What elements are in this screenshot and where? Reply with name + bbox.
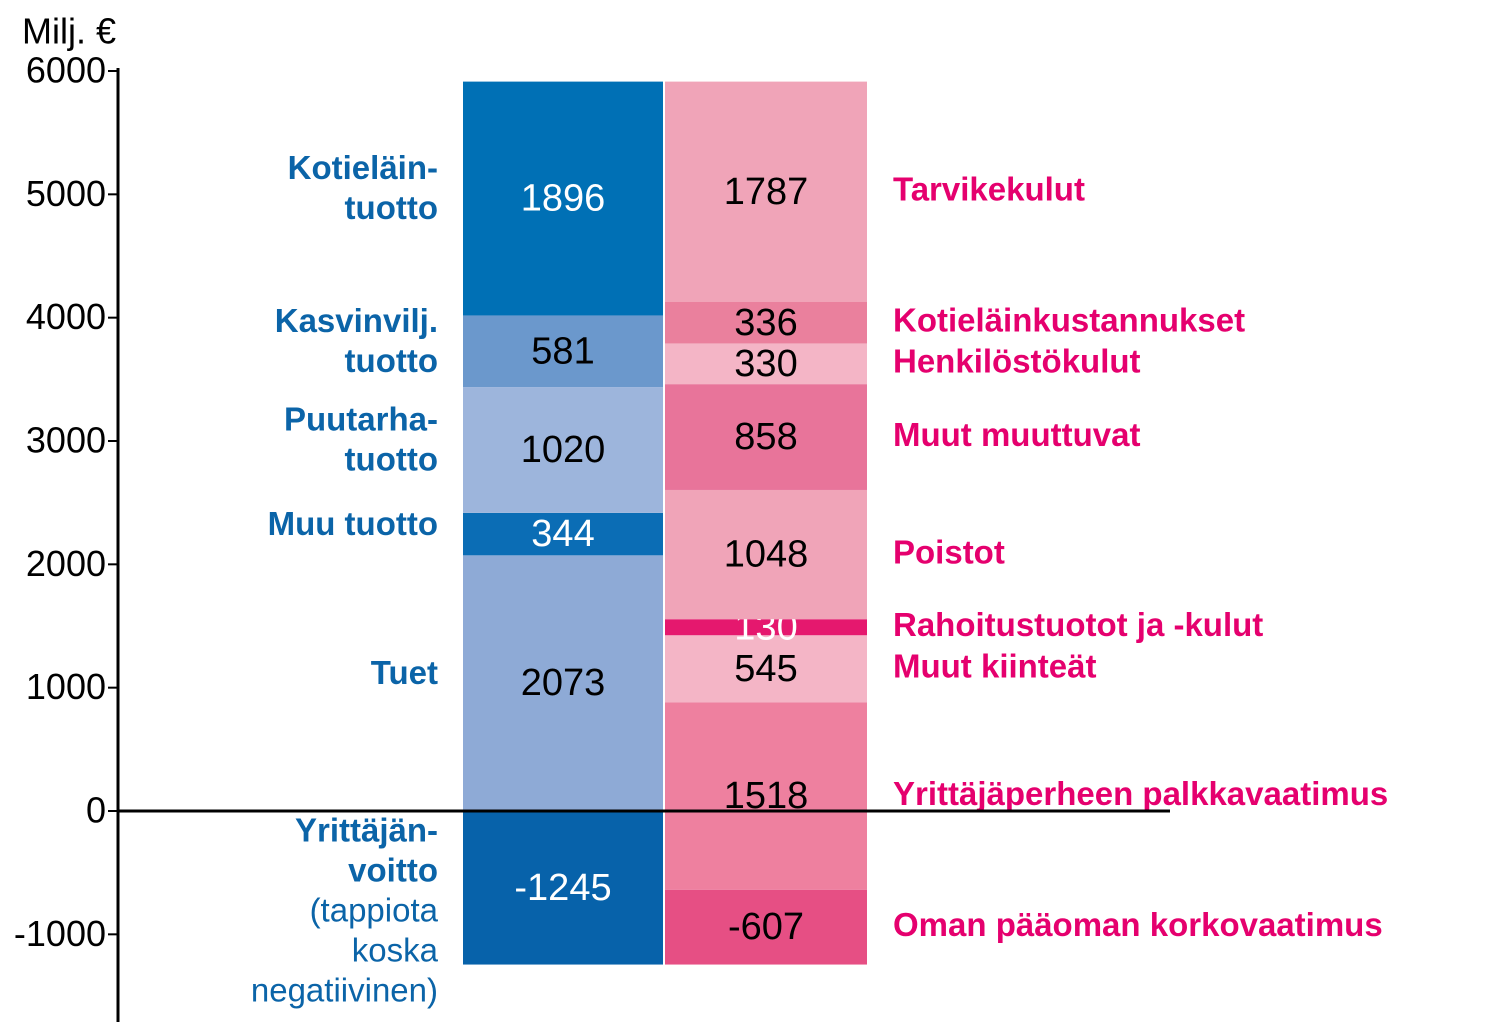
segment	[665, 635, 867, 703]
segment	[463, 387, 663, 513]
y-tick-label: 5000	[26, 173, 106, 214]
category-label: Kotieläinkustannukset	[893, 301, 1245, 338]
value-label: 545	[734, 648, 797, 690]
category-label: Poistot	[893, 533, 1005, 570]
segment	[665, 702, 867, 890]
value-label: 336	[734, 302, 797, 344]
category-note: (tappiota	[310, 892, 439, 929]
value-label: 581	[531, 330, 594, 372]
segment	[463, 81, 663, 316]
category-label: Muut kiinteät	[893, 648, 1097, 685]
value-label: 1048	[724, 534, 809, 576]
segment	[665, 384, 867, 490]
value-label: 330	[734, 343, 797, 385]
segment	[665, 489, 867, 620]
segment	[665, 302, 867, 344]
y-tick-label: 4000	[26, 296, 106, 337]
category-label: Kasvinvilj.	[275, 302, 438, 339]
category-label: Henkilöstökulut	[893, 343, 1141, 380]
value-label: 858	[734, 416, 797, 458]
category-label: Tarvikekulut	[893, 171, 1085, 208]
value-label: 2073	[521, 662, 606, 704]
category-label: Yrittäjän-	[295, 812, 438, 849]
segment	[463, 512, 663, 556]
category-label: Muu tuotto	[268, 505, 438, 542]
category-label: tuotto	[345, 441, 438, 478]
segment	[463, 811, 663, 965]
category-label: Tuet	[371, 654, 438, 691]
category-label: voitto	[348, 852, 438, 889]
value-label: 1020	[521, 429, 606, 471]
category-label: Muut muuttuvat	[893, 416, 1140, 453]
y-tick-label: 3000	[26, 420, 106, 461]
y-tick-label: 6000	[26, 50, 106, 91]
category-note: koska	[352, 932, 439, 969]
category-note: negatiivinen)	[251, 972, 438, 1009]
value-label: -607	[728, 906, 804, 948]
value-label: 344	[531, 513, 594, 555]
segment	[665, 343, 867, 385]
segment	[463, 315, 663, 388]
y-axis-label: Milj. €	[22, 11, 116, 52]
category-label: Rahoitustuotot ja -kulut	[893, 606, 1263, 643]
segment	[665, 889, 867, 965]
y-tick-label: -1000	[14, 913, 106, 954]
value-label: 1787	[724, 171, 809, 213]
category-label: Yrittäjäperheen palkkavaatimus	[893, 775, 1388, 812]
y-tick-label: 2000	[26, 543, 106, 584]
category-label: Kotieläin-	[288, 149, 438, 186]
segment	[463, 555, 663, 811]
category-label: Puutarha-	[284, 401, 438, 438]
y-tick-label: 0	[86, 790, 106, 831]
value-label: 1896	[521, 178, 606, 220]
category-label: tuotto	[345, 189, 438, 226]
y-tick-label: 1000	[26, 666, 106, 707]
category-label: Oman pääoman korkovaatimus	[893, 906, 1383, 943]
category-label: tuotto	[345, 342, 438, 379]
segment	[665, 81, 867, 303]
segment	[665, 619, 867, 636]
value-label: -1245	[514, 867, 611, 909]
